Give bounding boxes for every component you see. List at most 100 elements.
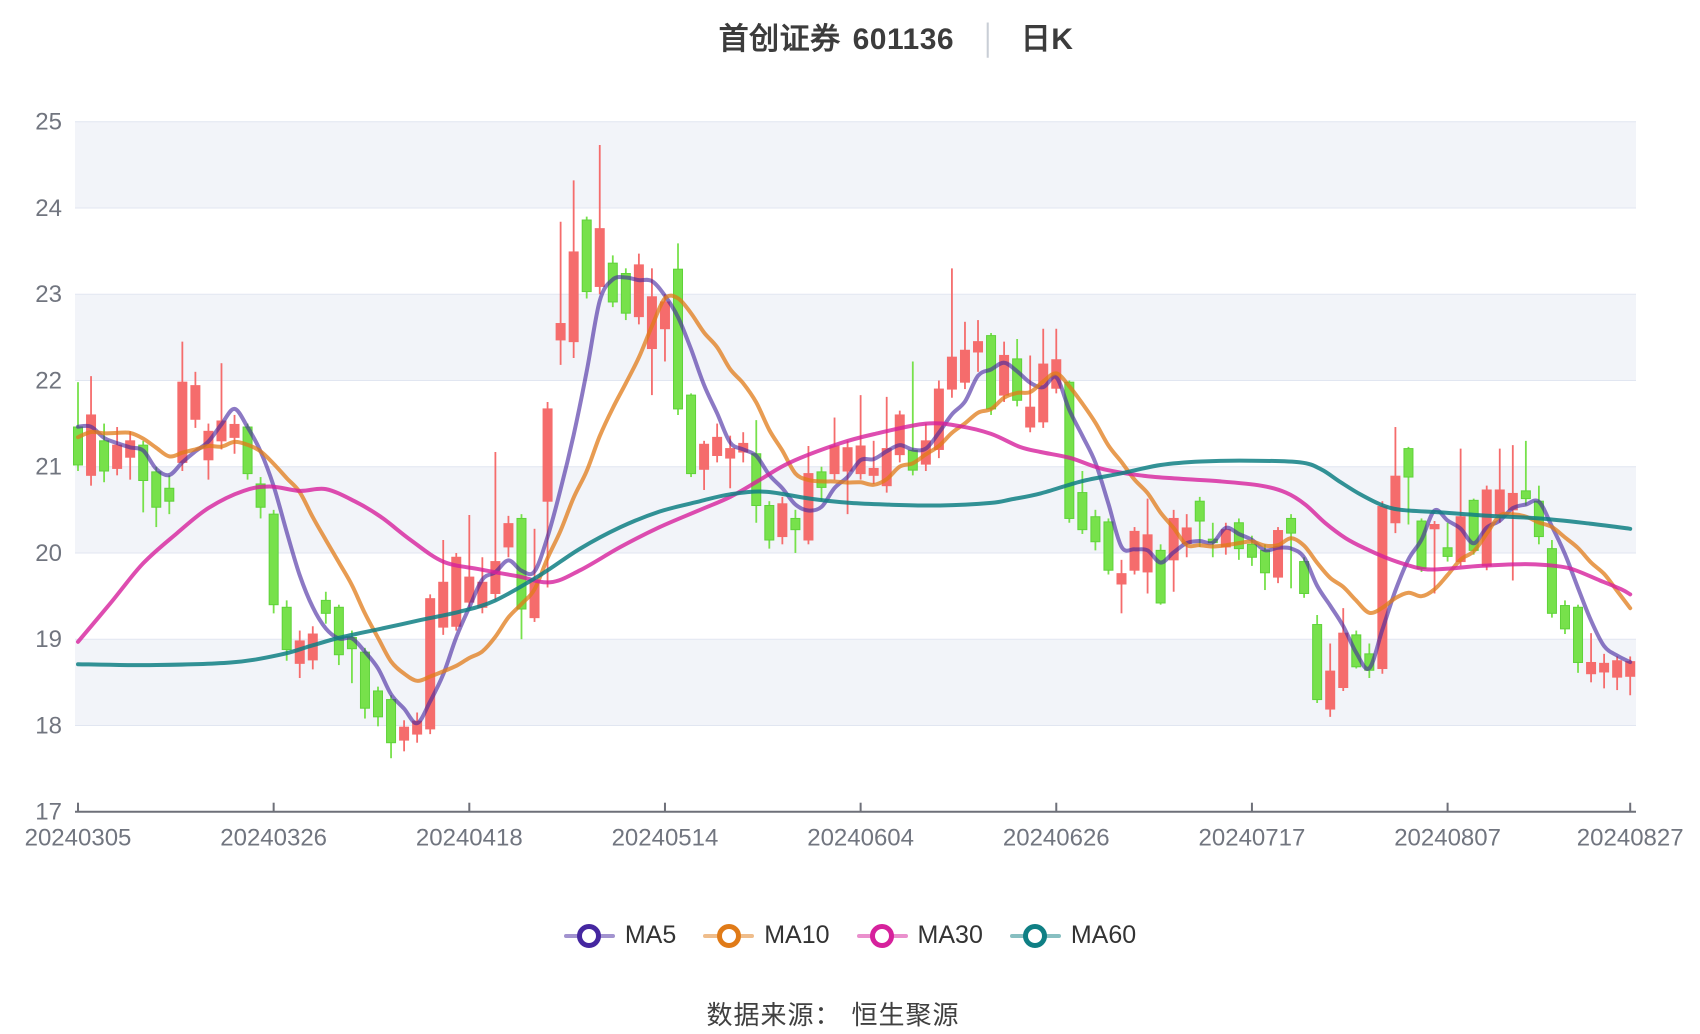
- candle-body: [1259, 549, 1270, 574]
- candle-body: [1390, 475, 1401, 524]
- y-tick-label: 24: [35, 195, 62, 222]
- legend-label: MA10: [764, 921, 830, 949]
- x-tick-label: 20240514: [612, 825, 719, 852]
- y-tick-label: 23: [35, 281, 62, 308]
- legend-item-ma30[interactable]: MA30: [856, 921, 983, 950]
- candle-body: [803, 473, 814, 541]
- candle-body: [451, 556, 462, 627]
- candle-body: [946, 356, 957, 390]
- candle-body: [581, 219, 592, 293]
- candle-body: [1116, 573, 1127, 585]
- candle-body: [659, 301, 670, 330]
- ma5-line-icon: [563, 923, 615, 948]
- ma-line-ma30: [76, 421, 1633, 644]
- candle-body: [138, 444, 149, 482]
- ma30-line-icon: [856, 923, 908, 948]
- candle-body: [229, 423, 240, 438]
- candle-body: [464, 576, 475, 603]
- candle-body: [959, 349, 970, 383]
- x-tick-label: 20240604: [807, 825, 914, 852]
- candles-layer[interactable]: [73, 144, 1636, 759]
- candle-body: [320, 599, 331, 614]
- candle-body: [881, 448, 892, 487]
- candle-body: [673, 268, 684, 410]
- candle-body: [894, 414, 905, 456]
- candle-body: [399, 726, 410, 741]
- symbol-code: 601136: [852, 23, 955, 56]
- candle-body: [281, 606, 292, 651]
- legend-item-ma60[interactable]: MA60: [1009, 921, 1137, 950]
- x-tick-label: 20240827: [1577, 825, 1684, 852]
- data-source-label: 数据来源：: [706, 1000, 842, 1030]
- data-source-value: 恒生聚源: [851, 1000, 960, 1030]
- candle-body: [112, 444, 123, 469]
- candle-body: [1403, 448, 1414, 478]
- candle-body: [425, 598, 436, 730]
- candle-body: [1025, 406, 1036, 428]
- candle-body: [373, 690, 384, 718]
- candle-body: [973, 341, 984, 353]
- candle-body: [1455, 516, 1466, 563]
- y-axis: 17 18 19 20 21 22 23 24 25: [35, 109, 62, 826]
- candle-body: [516, 517, 527, 610]
- y-tick-label: 19: [35, 626, 62, 653]
- ma60-line-icon: [1009, 923, 1061, 948]
- candle-body: [1077, 492, 1088, 531]
- candle-body: [842, 447, 853, 472]
- candle-body: [359, 651, 370, 709]
- y-tick-label: 18: [35, 712, 62, 739]
- y-tick-label: 17: [35, 799, 62, 826]
- candle-body: [1103, 521, 1114, 571]
- candle-body: [151, 471, 162, 508]
- candle-body: [1442, 547, 1453, 557]
- candle-body: [868, 467, 879, 476]
- legend-item-ma10[interactable]: MA10: [703, 921, 830, 950]
- candle-body: [1312, 624, 1323, 701]
- candle-body: [829, 445, 840, 475]
- kline-chart[interactable]: 20240305 20240326 20240418 20240514 20240604…: [0, 0, 1700, 880]
- legend-item-ma5[interactable]: MA5: [563, 921, 677, 950]
- candle-body: [1038, 363, 1049, 423]
- data-source: 数据来源： 恒生聚源: [0, 995, 1683, 1032]
- candle-body: [1194, 500, 1205, 522]
- candle-body: [594, 228, 605, 287]
- candle-body: [1546, 548, 1557, 614]
- candle-body: [542, 408, 553, 502]
- candle-body: [490, 561, 501, 594]
- candle-body: [790, 517, 801, 531]
- legend-label: MA5: [624, 921, 677, 949]
- candle-body: [1429, 523, 1440, 530]
- x-axis: 20240305 20240326 20240418 20240514 20240604…: [25, 802, 1684, 852]
- candle-body: [699, 443, 710, 470]
- candle-body: [99, 440, 110, 472]
- candle-body: [568, 251, 579, 343]
- candle-body: [1338, 632, 1349, 688]
- x-tick-label: 20240717: [1199, 825, 1306, 852]
- candle-body: [1286, 517, 1297, 534]
- candle-body: [1573, 606, 1584, 663]
- candle-body: [777, 503, 788, 538]
- candle-body: [1064, 381, 1075, 519]
- candle-body: [73, 426, 83, 466]
- candle-body: [1599, 662, 1610, 673]
- candle-body: [386, 699, 397, 744]
- candle-body: [633, 264, 644, 318]
- candle-body: [1494, 489, 1505, 516]
- candle-body: [555, 323, 566, 341]
- legend-label: MA60: [1070, 921, 1137, 949]
- ma-line-ma10: [76, 293, 1633, 683]
- candle-body: [255, 483, 266, 508]
- page-title: 首创证券 601136 │ 日K: [46, 14, 1700, 58]
- chart-legend: MA5 MA10 MA30 MA60: [0, 921, 1700, 950]
- candle-body: [86, 414, 97, 476]
- candle-body: [712, 436, 723, 456]
- candle-body: [190, 385, 201, 420]
- candle-body: [686, 394, 697, 475]
- symbol-name: 首创证券: [718, 23, 841, 56]
- x-tick-label: 20240326: [220, 825, 327, 852]
- title-divider-icon: │: [980, 24, 999, 56]
- candle-body: [1559, 605, 1570, 630]
- candle-body: [1520, 490, 1531, 500]
- y-tick-label: 21: [35, 454, 62, 481]
